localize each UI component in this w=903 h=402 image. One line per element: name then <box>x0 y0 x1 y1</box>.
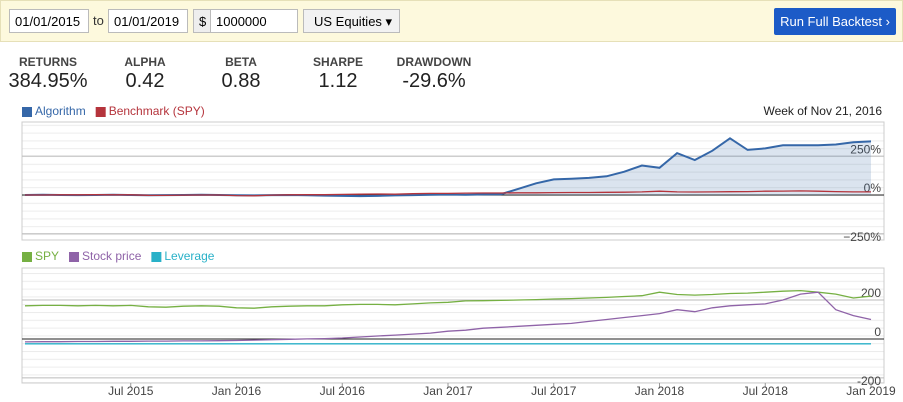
plot-area <box>21 121 885 241</box>
series-line <box>25 190 871 197</box>
legend-swatch <box>22 107 32 117</box>
legend-label: SPY <box>35 249 59 263</box>
stat-label: DRAWDOWN <box>396 55 472 69</box>
y-tick-label: 250% <box>850 142 881 156</box>
stat-label: BETA <box>225 55 257 69</box>
x-tick-label: Jan 2019 <box>846 384 896 398</box>
stat-value: 1.12 <box>318 70 358 92</box>
legend-label: Algorithm <box>35 104 86 118</box>
stat-value: 0.42 <box>125 70 165 92</box>
stat: DRAWDOWN -29.6% <box>389 55 479 93</box>
y-tick-label: 0 <box>874 325 881 339</box>
x-tick-label: Jan 2018 <box>635 384 685 398</box>
y-tick-label: −250% <box>843 230 881 244</box>
stat-label: ALPHA <box>124 55 166 69</box>
stat-label: SHARPE <box>312 55 363 69</box>
to-label: to <box>93 13 104 28</box>
x-tick-label: Jul 2018 <box>743 384 789 398</box>
run-text: Run Full Backtest <box>780 14 882 29</box>
y-tick-label: -200 <box>857 374 881 388</box>
legend-swatch <box>69 252 80 262</box>
series-area <box>25 138 871 197</box>
toolbar: 01/01/2015 to 01/01/2019 $ 1000000 US Eq… <box>0 0 903 42</box>
y-tick-label: 200 <box>861 286 881 300</box>
x-tick-label: Jul 2016 <box>320 384 366 398</box>
x-tick-label: Jan 2016 <box>212 384 262 398</box>
run-button[interactable]: Run Full Backtest › <box>774 8 896 35</box>
start-date[interactable]: 01/01/2015 <box>9 9 89 33</box>
capital-input[interactable]: 1000000 <box>210 9 298 33</box>
end-date[interactable]: 01/01/2019 <box>108 9 188 33</box>
stat: BETA 0.88 <box>196 55 286 93</box>
legend-swatch <box>22 252 32 262</box>
series-line <box>24 289 872 309</box>
legend-swatch <box>95 107 106 117</box>
stat-value: 0.88 <box>221 70 261 92</box>
legend-label: Leverage <box>164 249 214 263</box>
series-line <box>24 291 872 343</box>
legend-swatch <box>151 252 162 262</box>
plot-area <box>21 267 885 384</box>
universe-text: US Equities <box>314 14 382 29</box>
legend-label: Stock price <box>82 249 142 263</box>
stat-label: RETURNS <box>18 55 77 69</box>
x-tick-label: Jan 2017 <box>423 384 473 398</box>
x-tick-label: Jul 2015 <box>108 384 154 398</box>
stat: RETURNS 384.95% <box>3 55 93 93</box>
x-tick-label: Jul 2017 <box>531 384 577 398</box>
annotation: Week of Nov 21, 2016 <box>763 104 882 118</box>
stat-value: 384.95% <box>8 70 88 92</box>
stat: SHARPE 1.12 <box>293 55 383 93</box>
legend-label: Benchmark (SPY) <box>109 104 205 118</box>
stat-value: -29.6% <box>402 70 466 92</box>
universe-select[interactable]: US Equities ▾ <box>303 9 400 33</box>
stat: ALPHA 0.42 <box>100 55 190 93</box>
